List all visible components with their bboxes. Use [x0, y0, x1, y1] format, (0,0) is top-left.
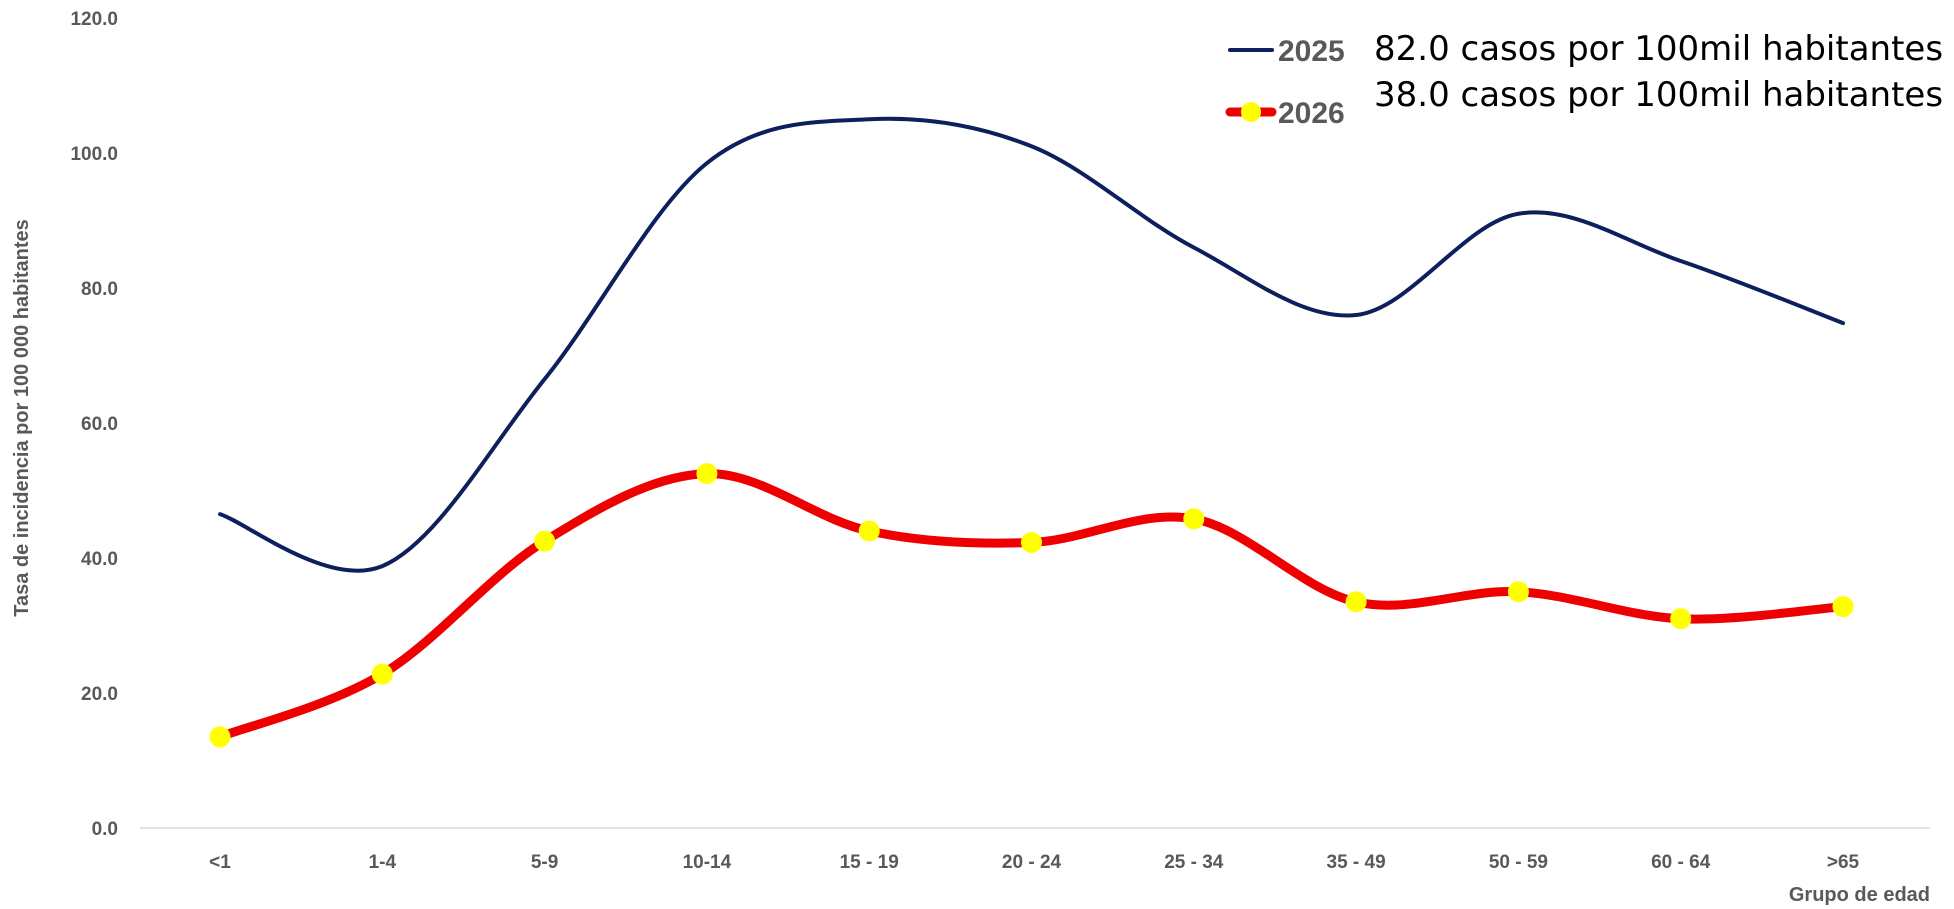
- x-axis-ticks: <1 1-4 5-9 10-14 15 - 19 20 - 24 25 - 34 35 - 4…: [209, 852, 1859, 873]
- data-point-2026: [371, 663, 393, 685]
- x-tick-label: <1: [209, 852, 231, 873]
- x-tick-label: >65: [1827, 852, 1860, 873]
- legend-label: 2025: [1278, 35, 1345, 68]
- legend-item-2025: 2025 82.0 casos por 100mil habitantes: [1228, 29, 1943, 69]
- x-tick-label: 15 - 19: [840, 852, 899, 873]
- y-axis-title: Tasa de incidencia por 100 000 habitante…: [11, 219, 33, 617]
- data-point-2026: [1670, 608, 1692, 630]
- series-line-2026: [215, 469, 1848, 742]
- legend: 2025 82.0 casos por 100mil habitantes 2026…: [1225, 29, 1943, 130]
- x-tick-label: 35 - 49: [1327, 852, 1386, 873]
- data-point-2026: [696, 463, 718, 485]
- x-axis-title: Grupo de edad: [1789, 884, 1930, 906]
- y-axis-ticks: 0.0 20.0 40.0 60.0 80.0 100.0 120.0: [70, 9, 118, 840]
- data-point-2026: [534, 530, 556, 552]
- y-tick-label: 120.0: [70, 9, 118, 30]
- data-point-2026: [1183, 508, 1205, 530]
- y-tick-label: 80.0: [81, 279, 118, 300]
- series-layer: [209, 116, 1854, 748]
- x-tick-label: 10-14: [683, 852, 732, 873]
- data-point-2026: [1832, 596, 1854, 618]
- legend-item-2026: 2026 38.0 casos por 100mil habitantes: [1225, 75, 1943, 130]
- legend-label: 2026: [1278, 97, 1345, 130]
- y-tick-label: 40.0: [81, 549, 118, 570]
- series-2026: [209, 463, 1854, 748]
- series-2025: [218, 116, 1845, 573]
- series-line-2025: [218, 116, 1845, 573]
- x-tick-label: 60 - 64: [1651, 852, 1711, 873]
- x-tick-label: 50 - 59: [1489, 852, 1548, 873]
- y-tick-label: 60.0: [81, 414, 118, 435]
- data-point-2026: [209, 726, 231, 748]
- y-tick-label: 100.0: [70, 144, 118, 165]
- x-tick-label: 25 - 34: [1164, 852, 1224, 873]
- legend-note: 82.0 casos por 100mil habitantes: [1374, 29, 1943, 69]
- x-tick-label: 5-9: [531, 852, 558, 873]
- legend-swatch-marker: [1241, 102, 1261, 122]
- data-point-2026: [1345, 591, 1367, 613]
- y-tick-label: 20.0: [81, 684, 118, 705]
- y-tick-label: 0.0: [92, 819, 118, 840]
- data-point-2026: [858, 520, 880, 542]
- data-point-2026: [1021, 531, 1042, 553]
- x-tick-label: 20 - 24: [1002, 852, 1062, 873]
- legend-note: 38.0 casos por 100mil habitantes: [1374, 75, 1943, 115]
- x-tick-label: 1-4: [369, 852, 397, 873]
- data-point-2026: [1507, 581, 1529, 603]
